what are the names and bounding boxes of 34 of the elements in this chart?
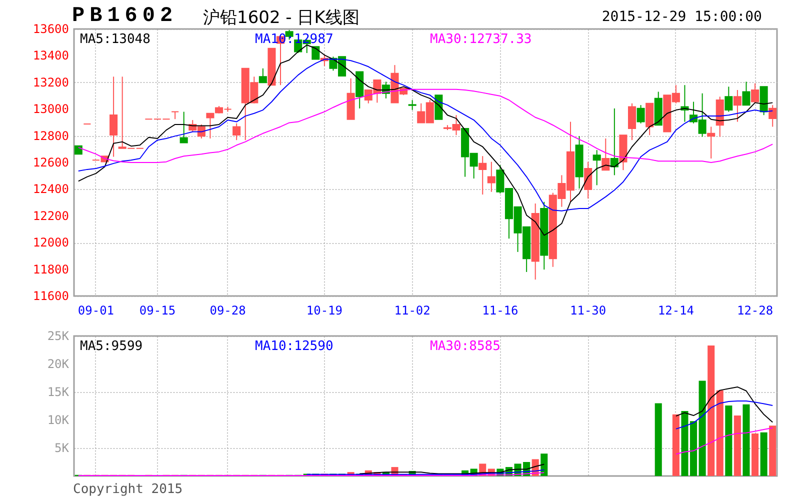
x-tick-label: 11-02 bbox=[394, 304, 430, 318]
y-tick-label: 13400 bbox=[32, 48, 69, 63]
y-tick-label: 15K bbox=[47, 385, 70, 399]
text: 2015-12-29 15:00:00 bbox=[602, 9, 762, 25]
y-tick-label: 12000 bbox=[32, 236, 69, 250]
x-tick-label: 09-01 bbox=[78, 304, 114, 318]
x-tick-label: 12-28 bbox=[736, 304, 774, 318]
x-tick-label: 09-28 bbox=[210, 304, 246, 318]
text: MA5:13048 bbox=[80, 32, 150, 47]
text: MA30:8585 bbox=[430, 339, 500, 354]
x-tick-label: 09-15 bbox=[139, 304, 176, 318]
chart-title: PB1602 bbox=[72, 5, 178, 28]
y-tick-label: 13000 bbox=[32, 102, 69, 116]
x-tick-label: 11-16 bbox=[482, 304, 518, 318]
y-tick-label: 12600 bbox=[32, 156, 69, 170]
text: MA5:9599 bbox=[80, 339, 143, 354]
text: Copyright 2015 bbox=[73, 482, 183, 497]
y-tick-label: 25K bbox=[47, 329, 70, 343]
y-tick-label: 11800 bbox=[32, 262, 69, 276]
x-tick-label: 11-30 bbox=[570, 304, 606, 318]
text: MA10:12590 bbox=[255, 339, 334, 354]
y-tick-label: 20K bbox=[47, 357, 70, 371]
y-tick-label: 12400 bbox=[32, 182, 69, 196]
y-tick-label: 12800 bbox=[32, 128, 69, 143]
y-tick-label: 12200 bbox=[32, 208, 69, 223]
y-tick-label: 13600 bbox=[32, 22, 69, 36]
chart-subtitle: 沪铅1602 - 日K线图 bbox=[203, 7, 360, 29]
y-tick-label: 10K bbox=[47, 413, 70, 427]
y-tick-label: 5K bbox=[54, 441, 70, 455]
y-tick-label: 13200 bbox=[32, 75, 69, 90]
y-tick-label: 11600 bbox=[32, 289, 69, 303]
x-tick-label: 12-14 bbox=[658, 304, 694, 318]
text: MA30:12737.33 bbox=[430, 32, 532, 47]
x-tick-label: 10-19 bbox=[306, 304, 343, 318]
